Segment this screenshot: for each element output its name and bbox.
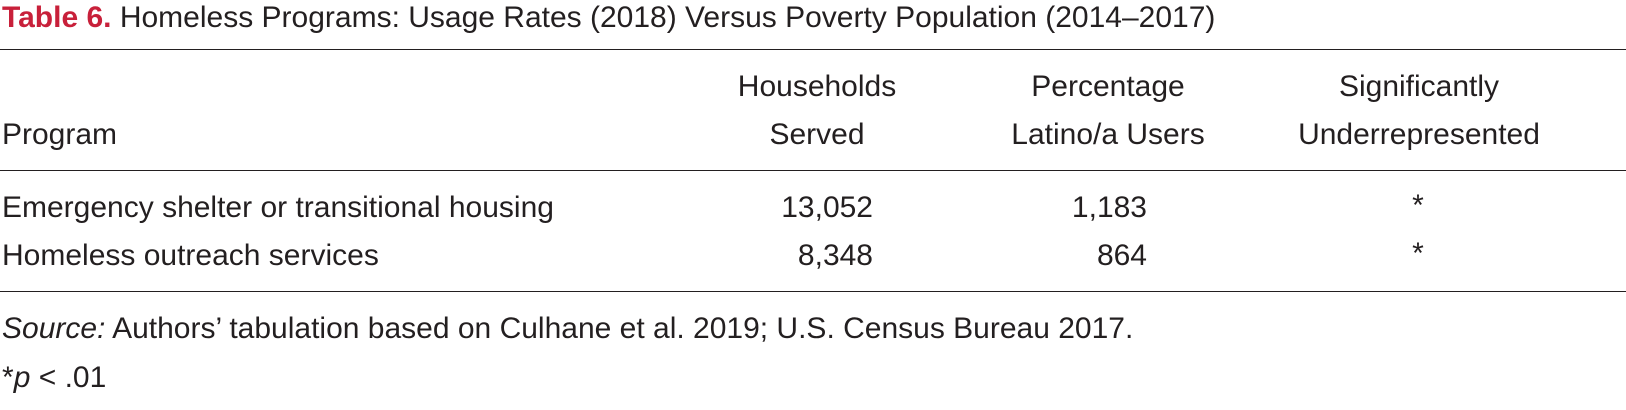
significance-p: p xyxy=(13,361,31,394)
header-households-line2: Served xyxy=(769,118,865,151)
header-latino-line2: Latino/a Users xyxy=(1011,118,1205,151)
row-2-latino: 864 xyxy=(1096,239,1147,272)
header-significant-line1: Significantly xyxy=(1338,70,1500,103)
row-2-program: Homeless outreach services xyxy=(2,239,379,272)
table-caption: Table 6. Homeless Programs: Usage Rates … xyxy=(2,0,1215,36)
header-households-line1: Households xyxy=(737,70,897,103)
row-1-significant: * xyxy=(1412,189,1424,222)
table-title: Homeless Programs: Usage Rates (2018) Ve… xyxy=(119,1,1216,34)
header-significant-line2: Underrepresented xyxy=(1298,118,1540,151)
significance-star: * xyxy=(2,361,14,394)
row-1-households: 13,052 xyxy=(781,191,873,224)
significance-threshold: < .01 xyxy=(30,361,107,394)
source-text: Authors’ tabulation based on Culhane et … xyxy=(105,312,1134,345)
header-latino-line1: Percentage xyxy=(1031,70,1185,103)
source-note: Source: Authors’ tabulation based on Cul… xyxy=(2,311,1133,347)
bottom-rule xyxy=(0,291,1626,292)
significance-note: *p < .01 xyxy=(2,360,106,396)
row-1-program: Emergency shelter or transitional housin… xyxy=(2,191,554,224)
source-label: Source: xyxy=(2,312,106,345)
table-label: Table 6. xyxy=(2,1,112,34)
header-program: Program xyxy=(2,118,118,151)
row-2-significant: * xyxy=(1412,237,1424,270)
top-rule xyxy=(0,49,1626,50)
header-rule xyxy=(0,170,1626,171)
row-2-households: 8,348 xyxy=(797,239,873,272)
row-1-latino: 1,183 xyxy=(1071,191,1147,224)
